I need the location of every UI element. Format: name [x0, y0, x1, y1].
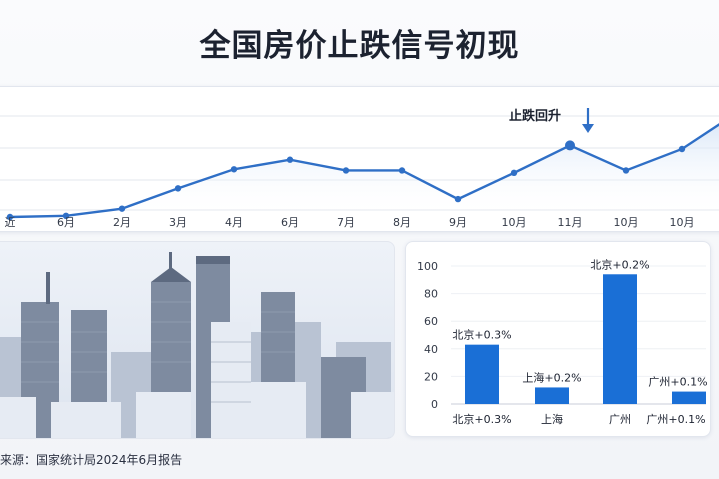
line-point: [398, 167, 406, 174]
line-point: [286, 156, 294, 163]
bar-x-tick-label: 广州+0.1%: [646, 413, 705, 426]
y-tick-label: 0: [431, 398, 438, 411]
skyline-image: [0, 252, 394, 438]
x-tick-label: 6月: [57, 216, 75, 229]
x-tick-label: 9月: [449, 216, 467, 229]
line-series: [9, 123, 719, 219]
x-tick-label: 10月: [502, 216, 527, 229]
x-tick-label: 6月: [281, 216, 299, 229]
bar-chart-card: 0 20 40 60 80 100 北京+0.3% 上海+0.2% 北京+0.2% 广州+0.1…: [405, 241, 711, 437]
bar-x-tick-label: 上海: [541, 412, 563, 426]
line-point: [230, 166, 238, 173]
bar: [465, 344, 499, 404]
line-chart: 近6月2月3月4月6月7月8月9月10月11月10月10月2 止跌回升: [0, 108, 719, 229]
line-point: [622, 167, 630, 174]
bar-x-tick-label: 北京+0.3%: [452, 412, 511, 426]
y-tick-label: 100: [417, 260, 438, 273]
line-point: [454, 195, 462, 203]
bar-data-label: 北京+0.3%: [452, 328, 511, 342]
line-point: [118, 205, 126, 212]
x-tick-label: 3月: [169, 216, 187, 229]
bar-data-label: 上海+0.2%: [522, 370, 581, 384]
bar: [535, 387, 569, 404]
x-tick-label: 4月: [225, 216, 243, 229]
bar-x-tick-label: 广州: [609, 413, 631, 426]
line-point: [342, 167, 350, 174]
bar-data-label: 北京+0.2%: [590, 257, 649, 271]
annotation-label: 止跌回升: [509, 108, 561, 124]
x-tick-label: 8月: [393, 216, 411, 229]
page-title: 全国房价止跌信号初现: [199, 28, 520, 64]
x-tick-label: 11月: [558, 216, 583, 229]
line-point: [6, 213, 14, 221]
x-tick-label: 10月: [614, 216, 639, 229]
line-point: [510, 169, 518, 177]
bar: [672, 391, 706, 404]
bar-chart: 0 20 40 60 80 100 北京+0.3% 上海+0.2% 北京+0.2% 广州+0.1…: [417, 257, 708, 426]
line-point: [174, 185, 182, 192]
source-note: 来源：国家统计局2024年6月报告: [0, 453, 183, 467]
city-skyline-illustration: [0, 241, 395, 439]
y-tick-label: 60: [424, 315, 438, 328]
y-tick-label: 20: [424, 370, 438, 383]
bar: [603, 274, 637, 404]
x-tick-label: 2月: [113, 216, 131, 229]
bar-data-label: 广州+0.1%: [648, 376, 707, 389]
x-tick-label: 近: [5, 216, 16, 229]
y-tick-label: 40: [424, 343, 438, 356]
line-point: [62, 212, 70, 220]
y-tick-label: 80: [424, 288, 438, 301]
x-tick-label: 10月: [670, 216, 695, 229]
down-arrow-icon: [582, 108, 594, 133]
line-point: [565, 140, 575, 151]
line-point: [678, 145, 686, 153]
x-tick-label: 7月: [337, 216, 355, 229]
